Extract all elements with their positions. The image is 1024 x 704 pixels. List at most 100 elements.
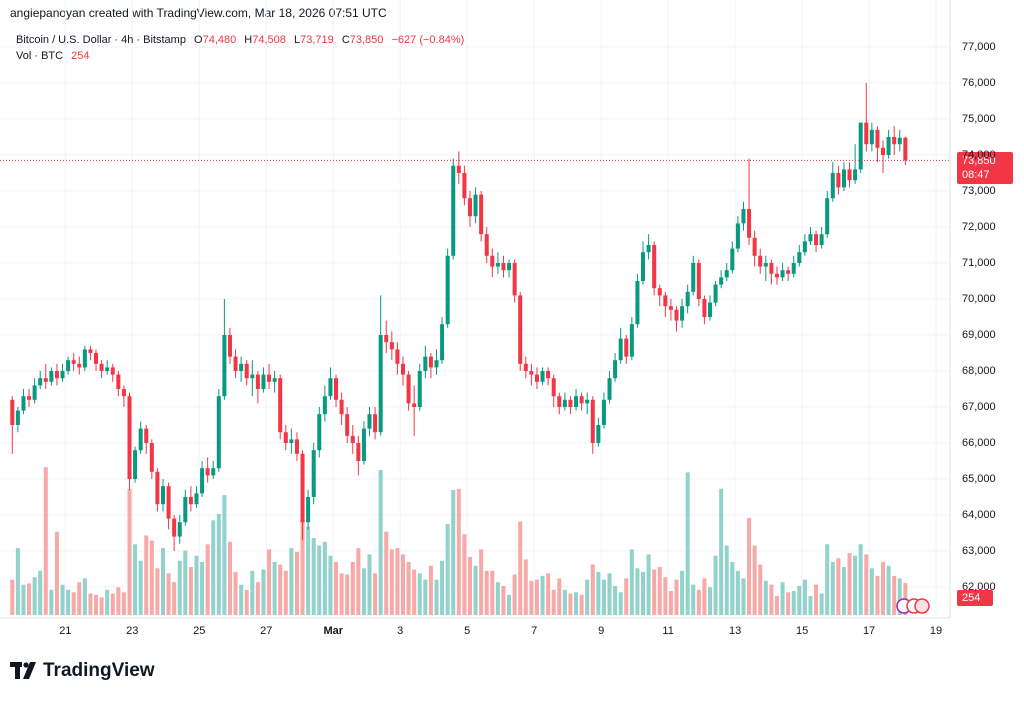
y-tick-label: 77,000 (962, 41, 996, 53)
x-tick-label: 11 (662, 625, 673, 637)
candle-body (367, 414, 372, 429)
y-tick-label: 70,000 (962, 293, 996, 305)
candle-body (423, 356, 428, 371)
x-tick-label: 3 (397, 625, 403, 637)
volume-bar (568, 593, 573, 615)
volume-bar (685, 472, 690, 615)
candle-body (294, 439, 299, 454)
candle-body (892, 137, 897, 145)
candle-body (825, 198, 830, 235)
volume-bar (138, 560, 143, 615)
volume-bar (557, 578, 562, 615)
volume-bar (294, 551, 299, 615)
volume-bar (730, 561, 735, 615)
volume-bar (479, 549, 484, 615)
candle-body (562, 399, 567, 407)
volume-bar (334, 561, 339, 615)
volume-bar (27, 583, 32, 615)
volume-bar (546, 573, 551, 615)
candle-body (417, 371, 422, 407)
volume-bar (133, 544, 138, 615)
candle-body (127, 396, 132, 479)
candle-body (741, 209, 746, 224)
countdown: 08:47 (962, 169, 990, 181)
x-tick-label: Mar (323, 625, 343, 637)
volume-bar (205, 544, 210, 615)
y-tick-label: 64,000 (962, 509, 996, 521)
candle-body (490, 255, 495, 267)
candle-body (864, 122, 869, 145)
candle-body (32, 385, 37, 400)
volume-bar (166, 573, 171, 615)
candle-body (786, 270, 791, 274)
candle-body (121, 389, 126, 397)
volume-bar (172, 582, 177, 615)
volume-bar (529, 580, 534, 615)
event-icon (914, 598, 930, 614)
x-tick-label: 21 (59, 625, 71, 637)
candle-body (719, 277, 724, 285)
candle-body (166, 486, 171, 519)
candle-body (585, 399, 590, 404)
volume-bar (239, 584, 244, 615)
volume-bar (54, 531, 59, 615)
legend-field-value: 73,850 (350, 34, 384, 46)
candle-body (574, 396, 579, 407)
volume-bar (144, 535, 149, 615)
volume-bar (160, 548, 166, 615)
candle-body (462, 173, 467, 199)
candle-body (613, 360, 618, 379)
volume-bar (227, 541, 232, 615)
event-icons (896, 598, 930, 614)
volume-bar (668, 591, 673, 615)
volume-bar (306, 526, 311, 615)
candle-body (395, 349, 400, 364)
candle-body (82, 349, 87, 368)
volume-bar (395, 548, 400, 615)
volume-bar (590, 564, 595, 615)
candle-body (38, 378, 43, 386)
y-tick-label: 71,000 (962, 257, 996, 269)
candle-body (674, 309, 679, 321)
volume-bar (311, 538, 316, 615)
y-tick-label: 68,000 (962, 365, 996, 377)
candle-body (27, 396, 32, 400)
volume-bar (735, 570, 740, 615)
candle-body (624, 338, 629, 357)
candle-body (60, 371, 65, 379)
candle-body (512, 263, 517, 296)
legend-line: Bitcoin / U.S. Dollar · 4h · Bitstamp O7… (16, 34, 464, 46)
volume-bar (155, 568, 160, 615)
candle-body (177, 522, 182, 537)
volume-bar (451, 490, 456, 615)
candle-body (546, 371, 551, 379)
y-tick-label: 67,000 (962, 401, 996, 413)
volume-bar (886, 565, 891, 615)
candle-body (54, 371, 59, 379)
x-tick-label: 15 (796, 625, 808, 637)
candle-body (903, 137, 908, 161)
header: angiepanoyan created with TradingView.co… (10, 6, 387, 20)
volume-bar (540, 575, 545, 615)
volume-bar (15, 548, 20, 615)
volume-bar (322, 541, 327, 615)
candle-body (445, 255, 450, 325)
candle-body (110, 367, 115, 375)
candle-body (752, 237, 757, 256)
logo-mark (23, 662, 29, 668)
logo: TradingView (10, 660, 155, 681)
candle-body (15, 410, 20, 425)
x-tick-label: 23 (126, 625, 138, 637)
volume-bar (774, 596, 779, 615)
candle-body (211, 468, 216, 476)
volume-bar (864, 554, 869, 615)
price-tag: 73,850 08:47 (957, 152, 1013, 184)
candle-body (233, 356, 238, 371)
x-tick-label: 17 (863, 625, 875, 637)
volume-value: 254 (71, 50, 89, 62)
candle-body (758, 255, 763, 267)
candle-body (250, 374, 255, 379)
volume-title: Vol · BTC (16, 50, 63, 62)
candle-body (133, 450, 138, 479)
